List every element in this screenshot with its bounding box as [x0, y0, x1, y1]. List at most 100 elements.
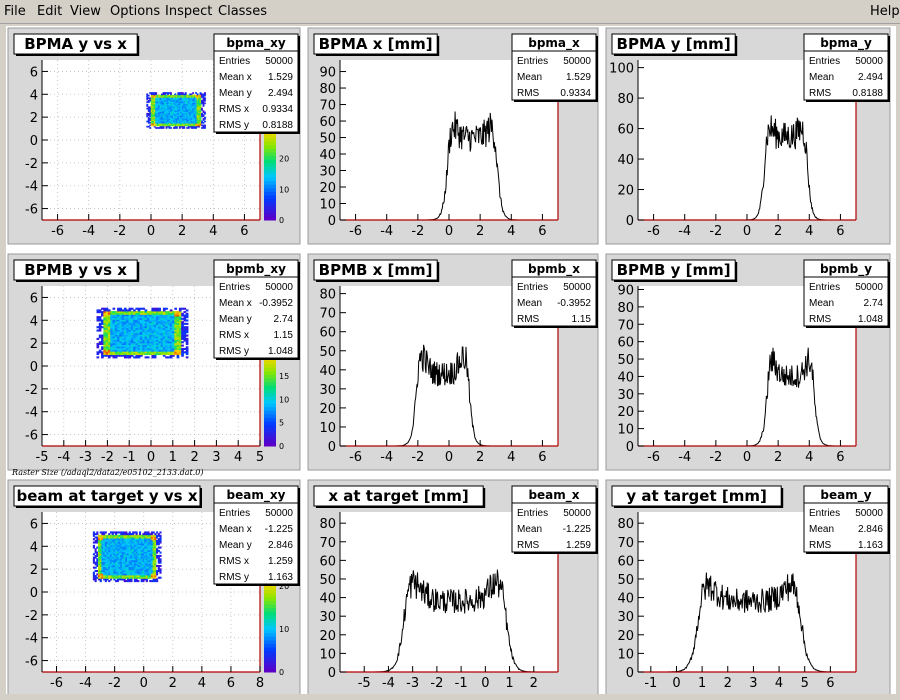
heat-cell — [133, 543, 136, 546]
heat-cell — [139, 339, 143, 342]
heat-cell — [172, 354, 175, 357]
heat-cell — [145, 541, 148, 544]
heat-cell — [130, 336, 134, 339]
heat-cell — [169, 108, 172, 111]
heat-cell — [103, 543, 106, 546]
heat-cell — [117, 342, 120, 345]
heat-cell — [160, 324, 164, 327]
heat-cell — [156, 108, 159, 111]
heat-cell — [106, 563, 109, 566]
heat-cell — [181, 110, 184, 112]
heat-cell — [109, 566, 113, 569]
heat-cell — [133, 322, 136, 325]
color-bar-cell — [264, 420, 276, 426]
heat-cell — [127, 546, 130, 549]
y-tick-label: 100 — [609, 62, 634, 77]
heat-cell — [144, 319, 148, 322]
heat-cell — [169, 321, 173, 324]
heat-cell — [128, 347, 132, 351]
heat-cell — [162, 97, 165, 100]
heat-cell — [193, 114, 196, 116]
heat-cell — [175, 105, 178, 107]
heat-cell — [118, 561, 121, 564]
heat-cell — [135, 571, 138, 574]
menu-file[interactable]: File — [4, 4, 26, 19]
heat-cell — [96, 316, 100, 319]
color-bar-label: 0 — [279, 216, 284, 225]
menu-inspect[interactable]: Inspect — [165, 4, 213, 19]
heat-cell — [144, 575, 147, 578]
heat-cell — [167, 93, 169, 96]
menu-classes[interactable]: Classes — [218, 4, 267, 19]
heat-cell — [126, 334, 129, 337]
heat-cell — [158, 102, 161, 105]
heat-cell — [189, 123, 192, 125]
heat-cell — [180, 92, 183, 94]
heat-cell — [161, 106, 164, 109]
plot-title: BPMA y vs x — [24, 35, 127, 53]
heat-cell — [125, 566, 128, 569]
heat-cell — [199, 116, 202, 119]
heat-cell — [97, 576, 101, 579]
heat-cell — [181, 314, 184, 317]
heat-cell — [168, 116, 171, 119]
heat-cell — [103, 571, 106, 574]
heat-cell — [96, 329, 100, 332]
heat-cell — [155, 114, 158, 116]
heat-cell — [146, 93, 149, 96]
heat-cell — [174, 102, 177, 105]
heat-cell — [92, 534, 95, 537]
heat-cell — [202, 99, 205, 102]
heat-cell — [111, 564, 114, 568]
heat-cell — [149, 127, 152, 129]
stats-label: Mean — [517, 524, 542, 535]
heat-cell — [169, 309, 173, 312]
x-tick-label: 2 — [724, 676, 732, 691]
heat-cell — [106, 551, 109, 554]
heat-cell — [146, 107, 149, 110]
heat-cell — [171, 119, 174, 122]
heat-cell — [135, 563, 138, 566]
heat-cell — [117, 352, 120, 356]
heat-cell — [114, 319, 118, 322]
heat-cell — [111, 571, 114, 574]
menu-view[interactable]: View — [70, 4, 101, 19]
heat-cell — [142, 566, 145, 569]
heat-cell — [167, 344, 171, 347]
heat-cell — [181, 317, 184, 320]
heat-cell — [165, 124, 168, 127]
stats-value: 0.9334 — [560, 88, 591, 99]
menu-options[interactable]: Options — [110, 4, 161, 19]
heat-cell — [147, 561, 150, 564]
heat-cell — [159, 94, 162, 97]
heat-cell — [195, 98, 198, 101]
color-bar-cell — [264, 173, 276, 178]
heat-cell — [118, 546, 121, 549]
heat-cell — [181, 327, 184, 330]
heat-cell — [193, 97, 196, 100]
heat-cell — [97, 539, 101, 542]
heat-cell — [151, 332, 155, 335]
stats-label: RMS y — [219, 120, 249, 131]
heat-cell — [162, 120, 165, 123]
stats-label: Mean x — [219, 298, 252, 309]
heat-cell — [130, 339, 134, 342]
heat-cell — [110, 346, 113, 349]
heat-cell — [112, 331, 116, 334]
menu-help[interactable]: Help — [870, 4, 900, 19]
heat-cell — [137, 575, 140, 578]
heat-cell — [189, 107, 192, 110]
heat-cell — [121, 344, 125, 347]
heat-cell — [189, 93, 192, 96]
heat-cell — [137, 354, 141, 357]
menu-edit[interactable]: Edit — [37, 4, 63, 19]
heat-cell — [118, 569, 121, 573]
heat-cell — [192, 112, 195, 115]
heat-cell — [162, 96, 165, 98]
heat-cell — [144, 558, 147, 561]
heat-cell — [116, 578, 119, 581]
heat-cell — [138, 553, 142, 556]
heat-cell — [145, 578, 148, 581]
heat-cell — [165, 107, 168, 110]
